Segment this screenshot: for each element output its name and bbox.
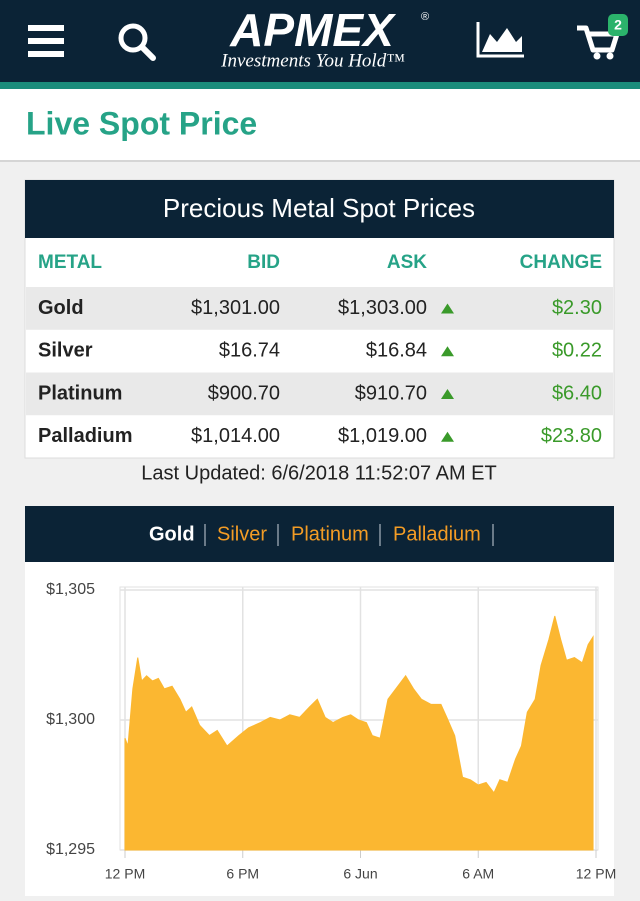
- row-shade: [26, 287, 613, 330]
- up-arrow: [441, 389, 454, 399]
- x-tick-label: 6 AM: [462, 866, 494, 882]
- column-header: BID: [247, 252, 280, 273]
- y-tick-label: $1,300: [46, 711, 95, 728]
- metal-name: Palladium: [38, 425, 132, 447]
- x-tick-label: 12 PM: [576, 866, 616, 882]
- metal-tab[interactable]: Gold: [149, 523, 195, 545]
- x-tick-label: 12 PM: [105, 866, 145, 882]
- logo-text: APMEX: [229, 4, 396, 56]
- header-bar: [0, 0, 640, 82]
- cart-wheel: [606, 52, 614, 60]
- cart-badge: [608, 14, 628, 36]
- chart-icon-axis: [476, 22, 524, 58]
- y-tick-label: $1,305: [46, 581, 95, 598]
- price-cell: $900.70: [208, 382, 280, 404]
- cart-wheel: [593, 52, 601, 60]
- last-updated: Last Updated: 6/6/2018 11:52:07 AM ET: [141, 462, 496, 484]
- page-title: Live Spot Price: [26, 105, 257, 141]
- chart-button[interactable]: [476, 22, 524, 58]
- x-tick-label: 6 Jun: [343, 866, 377, 882]
- search-button[interactable]: [118, 23, 156, 61]
- tab-bar: [25, 506, 614, 562]
- metal-tab[interactable]: Palladium: [393, 523, 481, 545]
- table-body: METAL BID ASK CHANGE Gold $1,301.00 $1,303.00 $…: [26, 252, 613, 447]
- chart: $1,295 $1,300 $1,305 12 PM 6 PM 6 Jun 6 AM 12 P…: [46, 581, 616, 881]
- metal-tab[interactable]: Silver: [217, 523, 267, 545]
- menu-button[interactable]: [28, 25, 64, 57]
- up-arrow: [441, 346, 454, 357]
- price-cell: $16.74: [219, 340, 280, 362]
- table-title-band: [25, 180, 614, 238]
- tagline: Investments You Hold™: [220, 50, 405, 71]
- x-tick-label: 6 PM: [226, 866, 259, 882]
- logo-mark: ®: [421, 11, 429, 23]
- metal-name: Silver: [38, 340, 93, 362]
- price-cell: $1,303.00: [338, 297, 427, 319]
- chart-icon: [482, 28, 522, 52]
- menu-bar: [28, 51, 64, 57]
- metal-tab[interactable]: Platinum: [291, 523, 369, 545]
- cart-count: 2: [614, 17, 622, 33]
- price-cell: $1,014.00: [191, 425, 280, 447]
- logo[interactable]: APMEX ® Investments You Hold™: [220, 4, 429, 71]
- search-icon: [118, 23, 148, 53]
- up-arrow: [441, 431, 454, 442]
- price-cell: $16.84: [366, 340, 427, 362]
- price-cell: $910.70: [355, 382, 427, 404]
- column-header: ASK: [387, 252, 427, 273]
- header-accent: [0, 82, 640, 89]
- menu-bar: [28, 25, 64, 31]
- price-cell: $0.22: [552, 340, 602, 362]
- price-cell: $2.30: [552, 297, 602, 319]
- column-header: METAL: [38, 252, 102, 273]
- price-cell: $1,019.00: [338, 425, 427, 447]
- cart-button[interactable]: 2: [577, 14, 628, 60]
- up-arrow: [441, 303, 454, 314]
- metal-name: Gold: [38, 297, 84, 319]
- price-cell: $1,301.00: [191, 297, 280, 319]
- y-tick-label: $1,295: [46, 841, 95, 858]
- tabs: Gold Silver Platinum Palladium: [149, 523, 494, 546]
- menu-bar: [28, 38, 64, 44]
- row-shade: [26, 372, 613, 416]
- price-area: [124, 615, 594, 851]
- metal-name: Platinum: [38, 382, 122, 404]
- column-header: CHANGE: [520, 252, 602, 273]
- price-cell: $23.80: [541, 425, 602, 447]
- title-band: [0, 89, 640, 161]
- price-cell: $6.40: [552, 382, 602, 404]
- search-handle: [139, 44, 156, 61]
- table-title: Precious Metal Spot Prices: [163, 193, 475, 223]
